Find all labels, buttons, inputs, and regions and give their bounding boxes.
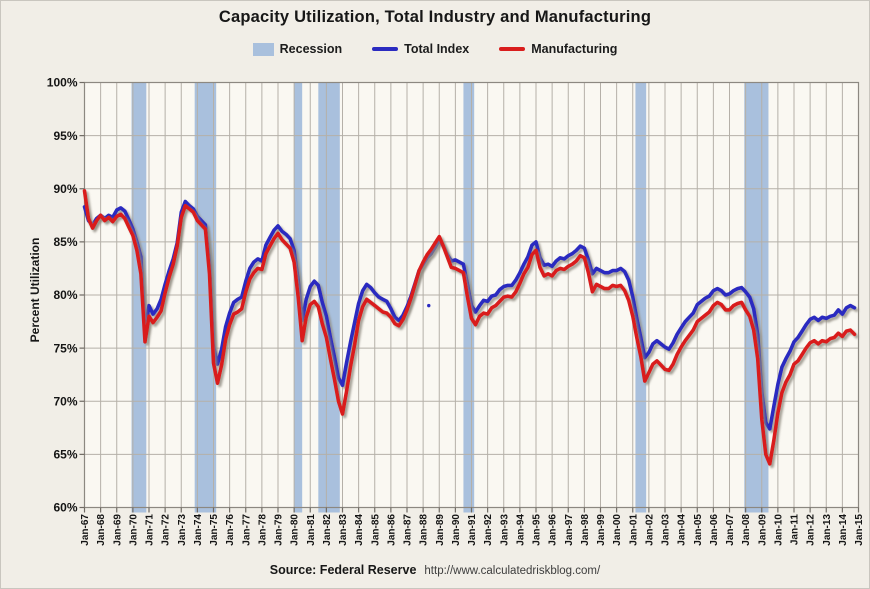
x-tick-label: Jan-69: [112, 514, 123, 546]
x-tick-label: Jan-86: [386, 514, 397, 546]
x-tick-label: Jan-87: [403, 514, 414, 546]
x-tick-label: Jan-74: [193, 514, 204, 546]
source-line: Source: Federal Reserve http://www.calcul…: [1, 561, 869, 579]
legend-label-total-index: Total Index: [404, 42, 470, 56]
x-tick-label: Jan-77: [241, 514, 252, 546]
total-index-line-icon: [372, 47, 399, 51]
x-tick-label: Jan-14: [838, 514, 849, 546]
legend-label-recession: Recession: [279, 42, 343, 56]
x-tick-label: Jan-94: [515, 514, 526, 546]
x-tick-label: Jan-96: [548, 514, 559, 546]
x-tick-label: Jan-01: [628, 514, 639, 546]
recession-band: [131, 82, 147, 513]
x-tick-label: Jan-71: [145, 514, 156, 546]
x-tick-label: Jan-90: [451, 514, 462, 546]
x-tick-label: Jan-80: [290, 514, 301, 546]
recession-band: [635, 82, 647, 513]
x-tick-label: Jan-09: [757, 514, 768, 546]
x-tick-label: Jan-75: [209, 514, 220, 546]
recession-swatch-icon: [252, 42, 274, 56]
chart-title: Capacity Utilization, Total Industry and…: [218, 8, 652, 26]
y-tick-label: 70%: [53, 394, 77, 408]
x-tick-label: Jan-11: [790, 514, 801, 546]
x-tick-label: Jan-73: [177, 514, 188, 546]
x-tick-label: Jan-89: [435, 514, 446, 546]
x-tick-label: Jan-76: [225, 514, 236, 546]
y-tick-label: 90%: [53, 182, 77, 196]
x-tick-label: Jan-08: [741, 514, 752, 546]
source-label: Source: Federal Reserve: [269, 563, 417, 577]
x-tick-label: Jan-98: [580, 514, 591, 546]
y-tick-label: 75%: [53, 341, 77, 355]
y-tick-label: 85%: [53, 235, 77, 249]
x-tick-label: Jan-10: [773, 514, 784, 546]
x-tick-label: Jan-88: [419, 514, 430, 546]
recession-band: [318, 82, 340, 513]
x-tick-label: Jan-95: [532, 514, 543, 546]
x-tick-label: Jan-92: [483, 514, 494, 546]
x-tick-label: Jan-67: [80, 514, 91, 546]
x-tick-label: Jan-00: [612, 514, 623, 546]
x-tick-label: Jan-12: [806, 514, 817, 546]
stray-dot: [427, 303, 431, 308]
source-url: http://www.calculatedriskblog.com/: [424, 565, 601, 577]
recession-band: [194, 82, 217, 513]
x-tick-label: Jan-70: [128, 514, 139, 546]
x-tick-label: Jan-15: [854, 514, 865, 546]
x-tick-label: Jan-03: [661, 514, 672, 546]
x-tick-label: Jan-99: [596, 514, 607, 546]
series-line-manufacturing: [82, 189, 857, 466]
x-tick-label: Jan-83: [338, 514, 349, 546]
x-tick-label: Jan-07: [725, 514, 736, 546]
x-tick-label: Jan-93: [499, 514, 510, 546]
x-tick-label: Jan-13: [822, 514, 833, 546]
legend-item-recession: Recession: [252, 42, 343, 56]
legend-item-manufacturing: Manufacturing: [499, 42, 617, 56]
x-tick-label: Jan-68: [96, 514, 107, 546]
x-tick-label: Jan-91: [467, 514, 478, 546]
x-tick-label: Jan-85: [370, 514, 381, 546]
x-tick-label: Jan-06: [709, 514, 720, 546]
x-tick-label: Jan-81: [306, 514, 317, 546]
x-tick-label: Jan-05: [693, 514, 704, 546]
x-tick-label: Jan-02: [644, 514, 655, 546]
y-tick-label: 60%: [53, 501, 77, 515]
legend: Recession Total Index Manufacturing: [1, 42, 869, 56]
x-tick-label: Jan-84: [354, 514, 365, 546]
legend-item-total-index: Total Index: [372, 42, 469, 56]
y-tick-label: 100%: [47, 76, 78, 90]
y-tick-label: 80%: [53, 288, 77, 302]
y-tick-label: 65%: [53, 448, 77, 462]
x-tick-label: Jan-78: [257, 514, 268, 546]
manufacturing-line-icon: [499, 47, 526, 51]
y-tick-label: 95%: [53, 129, 77, 143]
x-tick-label: Jan-82: [322, 514, 333, 546]
x-tick-label: Jan-04: [677, 514, 688, 546]
legend-label-manufacturing: Manufacturing: [531, 42, 618, 56]
x-tick-label: Jan-79: [274, 514, 285, 546]
x-tick-label: Jan-72: [161, 514, 172, 546]
x-tick-label: Jan-97: [564, 514, 575, 546]
